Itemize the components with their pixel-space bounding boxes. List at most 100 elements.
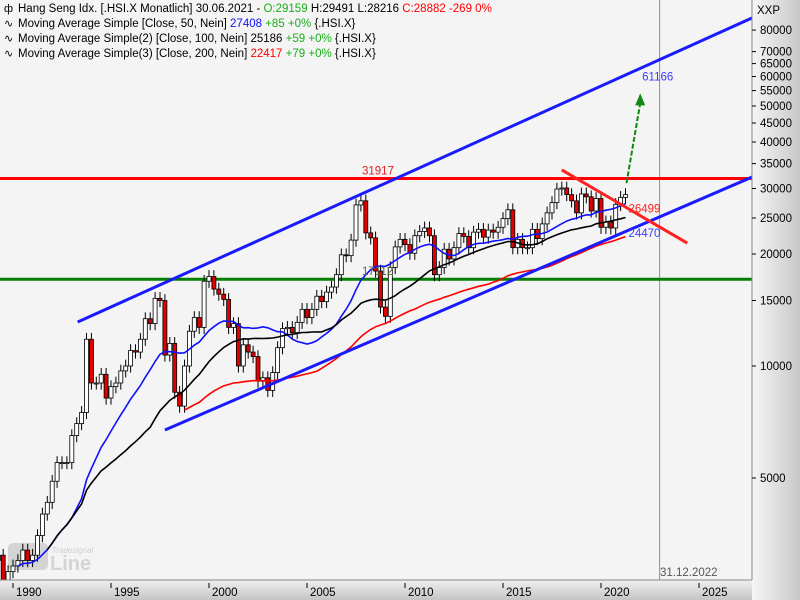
candle [226, 293, 232, 334]
candle-up [49, 480, 55, 503]
candle-up [324, 291, 330, 302]
candle-up [436, 267, 442, 276]
moving-average-200 [184, 235, 626, 411]
candle [118, 364, 124, 390]
candle [49, 474, 55, 509]
candle [108, 380, 114, 405]
legend-ma-50[interactable]: ∿ Moving Average Simple [Close, 50, Nein… [4, 17, 492, 32]
candle [569, 188, 574, 208]
price-annotation: 24470 [628, 228, 660, 240]
candle-up [387, 267, 393, 317]
x-axis-panel[interactable] [0, 580, 752, 600]
candle [54, 456, 60, 488]
legend-ma-100[interactable]: ∿ Moving Average Simple(2) [Close, 100, … [4, 32, 492, 47]
candle [485, 223, 491, 244]
candle [583, 187, 589, 204]
candle-up [275, 347, 281, 373]
candle-up [329, 286, 334, 293]
candle-down [250, 351, 256, 357]
candle-up [397, 238, 403, 248]
candle-down [373, 237, 379, 272]
candle [35, 529, 40, 562]
legend-close: C:28882 -269 0% [402, 3, 492, 15]
candle [407, 238, 413, 260]
candle-up [476, 228, 481, 233]
indicator-icon: ∿ [4, 33, 14, 45]
y-tick-label: 30000 [760, 184, 792, 196]
legend-ma-label: Moving Average Simple [Close, 50, Nein] [18, 18, 227, 30]
candle-down [598, 198, 604, 228]
candle-up [530, 228, 535, 249]
candle-up [314, 295, 320, 310]
candle-up [30, 554, 36, 561]
y-tick-label: 15000 [760, 295, 792, 307]
candle-up [108, 386, 114, 399]
indicator-icon: ∿ [4, 48, 14, 60]
candle-up [128, 350, 134, 367]
candle [147, 312, 153, 331]
candle-up [392, 246, 398, 268]
y-tick-label: 25000 [760, 213, 792, 225]
candle-down [172, 343, 178, 393]
x-tick-label: 2005 [310, 587, 336, 599]
y-tick-label: 40000 [760, 137, 792, 149]
candle-up [309, 308, 315, 318]
candle-down [382, 306, 388, 317]
legend-main[interactable]: ф Hang Seng Idx. [.HSI.X Monatlich] 30.0… [4, 2, 492, 17]
candle-down [235, 323, 241, 367]
legend-ma-value: 25186 [250, 33, 283, 45]
candle [137, 332, 143, 359]
candle [221, 287, 227, 307]
y-tick-label: 10000 [760, 361, 792, 373]
forecast-arrow-head [635, 93, 646, 106]
candle [441, 242, 447, 275]
trendline-upper-channel [77, 16, 752, 324]
candle-down [569, 194, 574, 202]
candle [333, 268, 339, 294]
candle-down [289, 326, 295, 333]
moving-average-100 [46, 216, 626, 551]
candle [530, 223, 535, 255]
y-tick-label: 5000 [760, 473, 786, 485]
candle [579, 187, 584, 220]
legend-ma-200[interactable]: ∿ Moving Average Simple(3) [Close, 200, … [4, 47, 492, 62]
candle [319, 289, 325, 309]
candle-up [142, 318, 148, 340]
y-tick-label: 50000 [760, 101, 792, 113]
candle [471, 225, 477, 255]
legend-ma-label: Moving Average Simple(2) [Close, 100, Ne… [18, 33, 248, 45]
candle-up [441, 248, 447, 268]
candle [172, 337, 178, 399]
candle [598, 192, 604, 234]
candle-up [152, 297, 158, 325]
level-label: 31917 [362, 166, 394, 178]
candle-down [431, 235, 437, 276]
candle-up [79, 412, 84, 425]
candle-down [490, 229, 496, 233]
svg-text:Tradesignal: Tradesignal [52, 546, 93, 555]
candle [476, 223, 481, 239]
legend-ma-value: 27408 [230, 18, 263, 30]
candle-up [294, 321, 300, 333]
candle [84, 332, 89, 420]
price-annotation: 61166 [642, 72, 673, 84]
y-axis-panel[interactable] [752, 0, 800, 600]
candle-down [211, 276, 217, 290]
candle-up [348, 239, 354, 257]
candle-up [167, 343, 173, 356]
candle-up [137, 338, 143, 353]
candle [314, 289, 320, 316]
candle-up [280, 328, 285, 349]
level-label: 17112 [362, 266, 393, 278]
candle [182, 359, 187, 413]
candle-icon: ф [4, 3, 14, 15]
candle-up [333, 274, 339, 288]
candle [613, 198, 619, 235]
candle [353, 198, 359, 247]
candle-down [245, 344, 251, 353]
candle-up [20, 549, 26, 561]
candle-up [554, 188, 560, 203]
candle [304, 303, 310, 325]
indicator-icon: ∿ [4, 18, 14, 30]
